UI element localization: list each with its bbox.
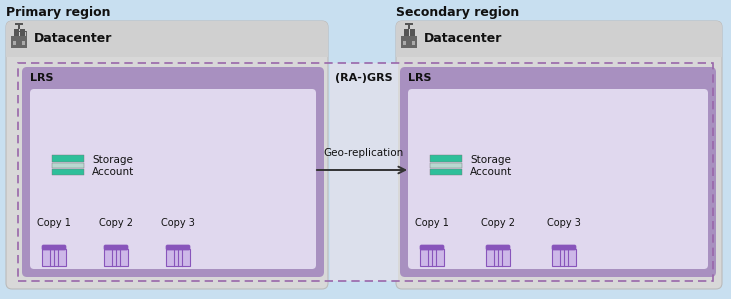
Bar bbox=[15, 23, 23, 25]
Text: LRS: LRS bbox=[408, 73, 431, 83]
Bar bbox=[430, 169, 462, 175]
Bar bbox=[6, 39, 328, 57]
Bar bbox=[396, 39, 722, 57]
Text: Storage: Storage bbox=[470, 155, 511, 165]
FancyBboxPatch shape bbox=[400, 67, 716, 277]
Bar bbox=[408, 24, 410, 29]
Bar bbox=[104, 249, 128, 266]
Bar bbox=[52, 169, 84, 175]
Bar bbox=[401, 36, 417, 48]
Bar bbox=[18, 63, 713, 281]
FancyBboxPatch shape bbox=[486, 245, 510, 250]
Bar bbox=[410, 29, 415, 36]
Text: Primary region: Primary region bbox=[6, 6, 110, 19]
Bar bbox=[430, 163, 462, 168]
Text: Geo-replication: Geo-replication bbox=[324, 148, 404, 158]
Bar bbox=[13, 41, 16, 45]
Bar bbox=[404, 29, 409, 36]
Bar bbox=[52, 155, 84, 161]
Bar bbox=[18, 24, 20, 29]
FancyBboxPatch shape bbox=[6, 21, 328, 57]
Bar bbox=[405, 23, 413, 25]
Text: Storage: Storage bbox=[92, 155, 133, 165]
Bar bbox=[486, 249, 510, 266]
Bar bbox=[42, 249, 66, 266]
Text: Copy 1: Copy 1 bbox=[37, 218, 71, 228]
FancyBboxPatch shape bbox=[166, 245, 190, 250]
Text: ⛳: ⛳ bbox=[16, 30, 27, 48]
Text: (RA-)GRS: (RA-)GRS bbox=[336, 73, 393, 83]
Bar bbox=[552, 249, 576, 266]
FancyBboxPatch shape bbox=[552, 245, 576, 250]
FancyBboxPatch shape bbox=[408, 89, 708, 269]
Text: Copy 3: Copy 3 bbox=[161, 218, 195, 228]
FancyBboxPatch shape bbox=[6, 21, 328, 289]
Text: Copy 2: Copy 2 bbox=[481, 218, 515, 228]
Bar bbox=[20, 29, 25, 36]
Text: Secondary region: Secondary region bbox=[396, 6, 519, 19]
FancyBboxPatch shape bbox=[42, 245, 66, 250]
Text: Account: Account bbox=[92, 167, 135, 177]
Text: Copy 1: Copy 1 bbox=[415, 218, 449, 228]
Text: Copy 3: Copy 3 bbox=[547, 218, 581, 228]
Bar bbox=[11, 36, 27, 48]
Text: Datacenter: Datacenter bbox=[424, 33, 502, 45]
FancyBboxPatch shape bbox=[30, 89, 316, 269]
FancyBboxPatch shape bbox=[396, 21, 722, 57]
Bar bbox=[430, 155, 462, 161]
FancyBboxPatch shape bbox=[22, 67, 324, 277]
Bar bbox=[330, 63, 398, 281]
Bar bbox=[420, 249, 444, 266]
Bar bbox=[166, 249, 190, 266]
FancyBboxPatch shape bbox=[420, 245, 444, 250]
Bar bbox=[412, 41, 415, 45]
Bar bbox=[52, 163, 84, 168]
Text: Datacenter: Datacenter bbox=[34, 33, 113, 45]
Bar bbox=[22, 41, 25, 45]
Text: Copy 2: Copy 2 bbox=[99, 218, 133, 228]
FancyBboxPatch shape bbox=[104, 245, 128, 250]
Bar bbox=[14, 29, 19, 36]
Text: LRS: LRS bbox=[30, 73, 53, 83]
FancyBboxPatch shape bbox=[396, 21, 722, 289]
Bar bbox=[403, 41, 406, 45]
Text: Account: Account bbox=[470, 167, 512, 177]
